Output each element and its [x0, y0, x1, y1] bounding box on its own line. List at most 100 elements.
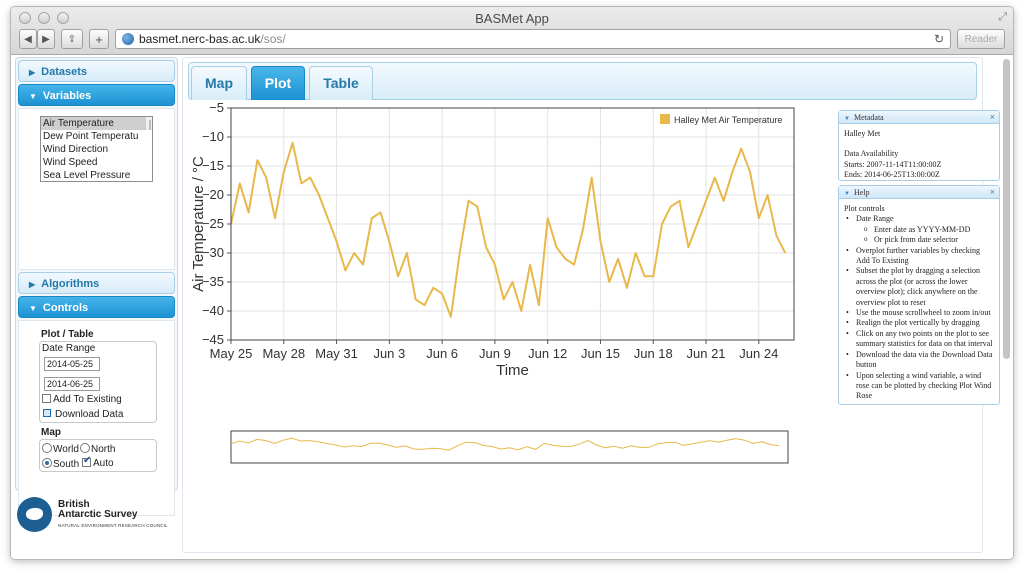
address-bar[interactable]: basmet.nerc-bas.ac.uk/sos/ ↻ [115, 29, 951, 49]
close-icon[interactable]: × [989, 187, 995, 197]
back-button[interactable]: ◀ [19, 29, 37, 49]
url-path: /sos/ [260, 32, 286, 46]
y-tick-label: −30 [202, 245, 224, 260]
caret-down-icon: ▼ [29, 304, 37, 313]
world-label: World [53, 444, 79, 455]
variable-option[interactable]: Air Temperature [41, 117, 152, 130]
variable-option[interactable]: Dew Point Temperatu [43, 131, 139, 142]
metadata-title: Metadata [853, 113, 884, 122]
south-label: South [53, 459, 80, 470]
help-item: Subset the plot by dragging a selection … [844, 266, 994, 308]
caret-right-icon: ▶ [29, 68, 36, 77]
auto-checkbox[interactable] [82, 455, 91, 467]
add-to-existing-checkbox[interactable] [42, 394, 51, 403]
variables-scrollbar[interactable] [145, 117, 152, 130]
share-button[interactable]: ⇪ [61, 29, 83, 49]
add-to-existing-row: Add To Existing [42, 394, 122, 405]
help-list: Date Range Enter date as YYYY-MM-DD Or p… [844, 214, 994, 401]
y-tick-label: −45 [202, 332, 224, 347]
metadata-panel: ▼ Metadata × Halley Met Data Availability … [838, 110, 1000, 181]
map-options-group: World North South Auto [39, 439, 157, 472]
forward-button[interactable]: ▶ [37, 29, 55, 49]
x-tick-label: Jun 21 [687, 346, 726, 361]
browser-toolbar: ◀ ▶ ⇪ + basmet.nerc-bas.ac.uk/sos/ ↻ Rea… [19, 28, 1005, 50]
close-icon[interactable]: × [989, 112, 995, 122]
help-panel: ▼Help × Plot controls Date Range Enter da… [838, 185, 1000, 405]
metadata-header[interactable]: ▼ Metadata × [839, 111, 999, 124]
x-tick-label: Jun 9 [479, 346, 511, 361]
bas-logo: British Antarctic Survey NATURAL ENVIRONM… [15, 497, 180, 537]
y-tick-label: −15 [202, 158, 224, 173]
minimize-window-button[interactable] [38, 12, 50, 24]
y-tick-label: −5 [209, 102, 224, 115]
tab-bar: Map Plot Table [188, 62, 977, 100]
legend-label: Halley Met Air Temperature [674, 115, 782, 125]
x-tick-label: Jun 12 [528, 346, 567, 361]
auto-label: Auto [93, 458, 114, 469]
north-radio[interactable] [80, 443, 90, 453]
variables-panel: Air Temperature Dew Point Temperatu Wind… [18, 108, 175, 270]
help-subitem: Enter date as YYYY-MM-DD [856, 224, 994, 235]
availability-end: Ends: 2014-06-25T13:00:00Z [844, 170, 940, 180]
help-item: Realign the plot vertically by dragging [844, 318, 994, 329]
map-south-option[interactable]: South [42, 458, 79, 470]
x-tick-label: Jun 18 [634, 346, 673, 361]
zoom-window-button[interactable] [57, 12, 69, 24]
y-tick-label: −10 [202, 129, 224, 144]
x-tick-label: Jun 24 [739, 346, 778, 361]
map-world-option[interactable]: World [42, 443, 79, 455]
map-north-option[interactable]: North [80, 443, 115, 455]
section-datasets[interactable]: ▶ Datasets [18, 60, 175, 82]
close-window-button[interactable] [19, 12, 31, 24]
variable-option[interactable]: Sea Level Pressure [43, 170, 131, 181]
help-item: Date Range Enter date as YYYY-MM-DD Or p… [844, 214, 994, 245]
y-tick-label: −35 [202, 274, 224, 289]
reader-button[interactable]: Reader [957, 29, 1005, 49]
bas-emblem-icon [17, 497, 52, 532]
download-data-button[interactable]: Download Data [40, 409, 123, 420]
x-tick-label: Jun 15 [581, 346, 620, 361]
variables-listbox[interactable]: Air Temperature Dew Point Temperatu Wind… [40, 116, 153, 182]
section-controls[interactable]: ▼ Controls [18, 296, 175, 318]
fullscreen-icon[interactable]: ⤢ [998, 11, 1007, 23]
tab-map[interactable]: Map [191, 66, 247, 100]
variable-option[interactable]: Wind Speed [43, 157, 98, 168]
y-axis-label: Air Temperature / °C [190, 156, 207, 292]
add-to-existing-label: Add To Existing [53, 394, 122, 405]
tab-table[interactable]: Table [309, 66, 373, 100]
reload-icon[interactable]: ↻ [933, 32, 944, 46]
help-title: Help [853, 188, 870, 197]
south-radio[interactable] [42, 458, 52, 468]
help-item: Upon selecting a wind variable, a wind r… [844, 371, 994, 402]
auto-option[interactable]: Auto [82, 455, 114, 469]
end-date-input[interactable]: 2014-06-25 [44, 377, 100, 391]
section-variables[interactable]: ▼ Variables [18, 84, 175, 106]
add-bookmark-button[interactable]: + [89, 29, 109, 49]
page-content: ▶ Datasets ▼ Variables Air Temperature Dew… [11, 55, 1013, 559]
help-item: Download the data via the Download Data … [844, 350, 994, 371]
collapse-icon: ▼ [844, 191, 850, 197]
page-scrollbar[interactable] [1002, 59, 1011, 557]
section-variables-label: Variables [42, 90, 92, 102]
download-icon [43, 409, 51, 417]
url-host: basmet.nerc-bas.ac.uk [139, 32, 261, 46]
plot-table-title: Plot / Table [41, 329, 94, 340]
help-item: Click on any two points on the plot to s… [844, 329, 994, 350]
tab-plot[interactable]: Plot [251, 66, 305, 100]
x-tick-label: May 31 [315, 346, 358, 361]
y-tick-label: −25 [202, 216, 224, 231]
availability-start: Starts: 2007-11-14T11:00:00Z [844, 159, 942, 169]
help-item: Use the mouse scrollwheel to zoom in/out [844, 308, 994, 319]
x-tick-label: Jun 6 [426, 346, 458, 361]
overview-chart[interactable] [183, 428, 843, 478]
variable-option[interactable]: Wind Direction [43, 144, 109, 155]
help-header[interactable]: ▼ Help × [839, 186, 999, 199]
help-heading: Plot controls [844, 204, 885, 213]
x-tick-label: May 28 [262, 346, 305, 361]
section-algorithms[interactable]: ▶ Algorithms [18, 272, 175, 294]
section-datasets-label: Datasets [41, 66, 88, 78]
world-radio[interactable] [42, 443, 52, 453]
start-date-input[interactable]: 2014-05-25 [44, 357, 100, 371]
globe-icon [122, 33, 134, 45]
